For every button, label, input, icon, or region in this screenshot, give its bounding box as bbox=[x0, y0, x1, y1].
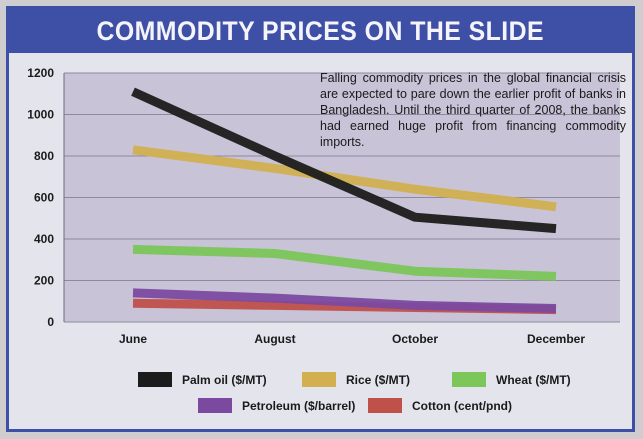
chart-annotation: Falling commodity prices in the global f… bbox=[320, 71, 626, 149]
legend-item-cotton: Cotton (cent/pnd) bbox=[368, 398, 512, 413]
series-line bbox=[131, 87, 557, 234]
legend-label: Rice ($/MT) bbox=[346, 372, 411, 387]
x-tick-label: June bbox=[119, 332, 147, 346]
legend-item-petroleum: Petroleum ($/barrel) bbox=[198, 398, 355, 413]
legend-swatch bbox=[368, 398, 402, 413]
y-tick-label: 1000 bbox=[27, 108, 54, 122]
legend-label: Wheat ($/MT) bbox=[496, 372, 571, 387]
chart-title: COMMODITY PRICES ON THE SLIDE bbox=[96, 15, 545, 46]
y-tick-label: 600 bbox=[34, 191, 54, 205]
y-tick-label: 800 bbox=[34, 149, 54, 163]
legend-swatch bbox=[198, 398, 232, 413]
y-tick-label: 200 bbox=[34, 274, 54, 288]
title-bar: COMMODITY PRICES ON THE SLIDE bbox=[9, 9, 632, 53]
y-tick-label: 0 bbox=[47, 315, 54, 329]
legend-swatch bbox=[452, 372, 486, 387]
legend-label: Palm oil ($/MT) bbox=[182, 372, 267, 387]
x-tick-label: October bbox=[392, 332, 438, 346]
series-line bbox=[132, 145, 557, 212]
legend-item-wheat: Wheat ($/MT) bbox=[452, 372, 571, 387]
legend-swatch bbox=[138, 372, 172, 387]
series-line bbox=[132, 244, 557, 281]
x-tick-label: August bbox=[254, 332, 295, 346]
legend-item-palm-oil: Palm oil ($/MT) bbox=[138, 372, 267, 387]
x-tick-label: December bbox=[527, 332, 585, 346]
y-tick-label: 400 bbox=[34, 232, 54, 246]
legend-swatch bbox=[302, 372, 336, 387]
legend: Palm oil ($/MT) Rice ($/MT) Wheat ($/MT)… bbox=[0, 362, 643, 422]
legend-item-rice: Rice ($/MT) bbox=[302, 372, 410, 387]
legend-label: Petroleum ($/barrel) bbox=[242, 398, 356, 413]
series-line bbox=[132, 288, 557, 313]
y-tick-label: 1200 bbox=[27, 66, 54, 80]
legend-label: Cotton (cent/pnd) bbox=[412, 398, 512, 413]
